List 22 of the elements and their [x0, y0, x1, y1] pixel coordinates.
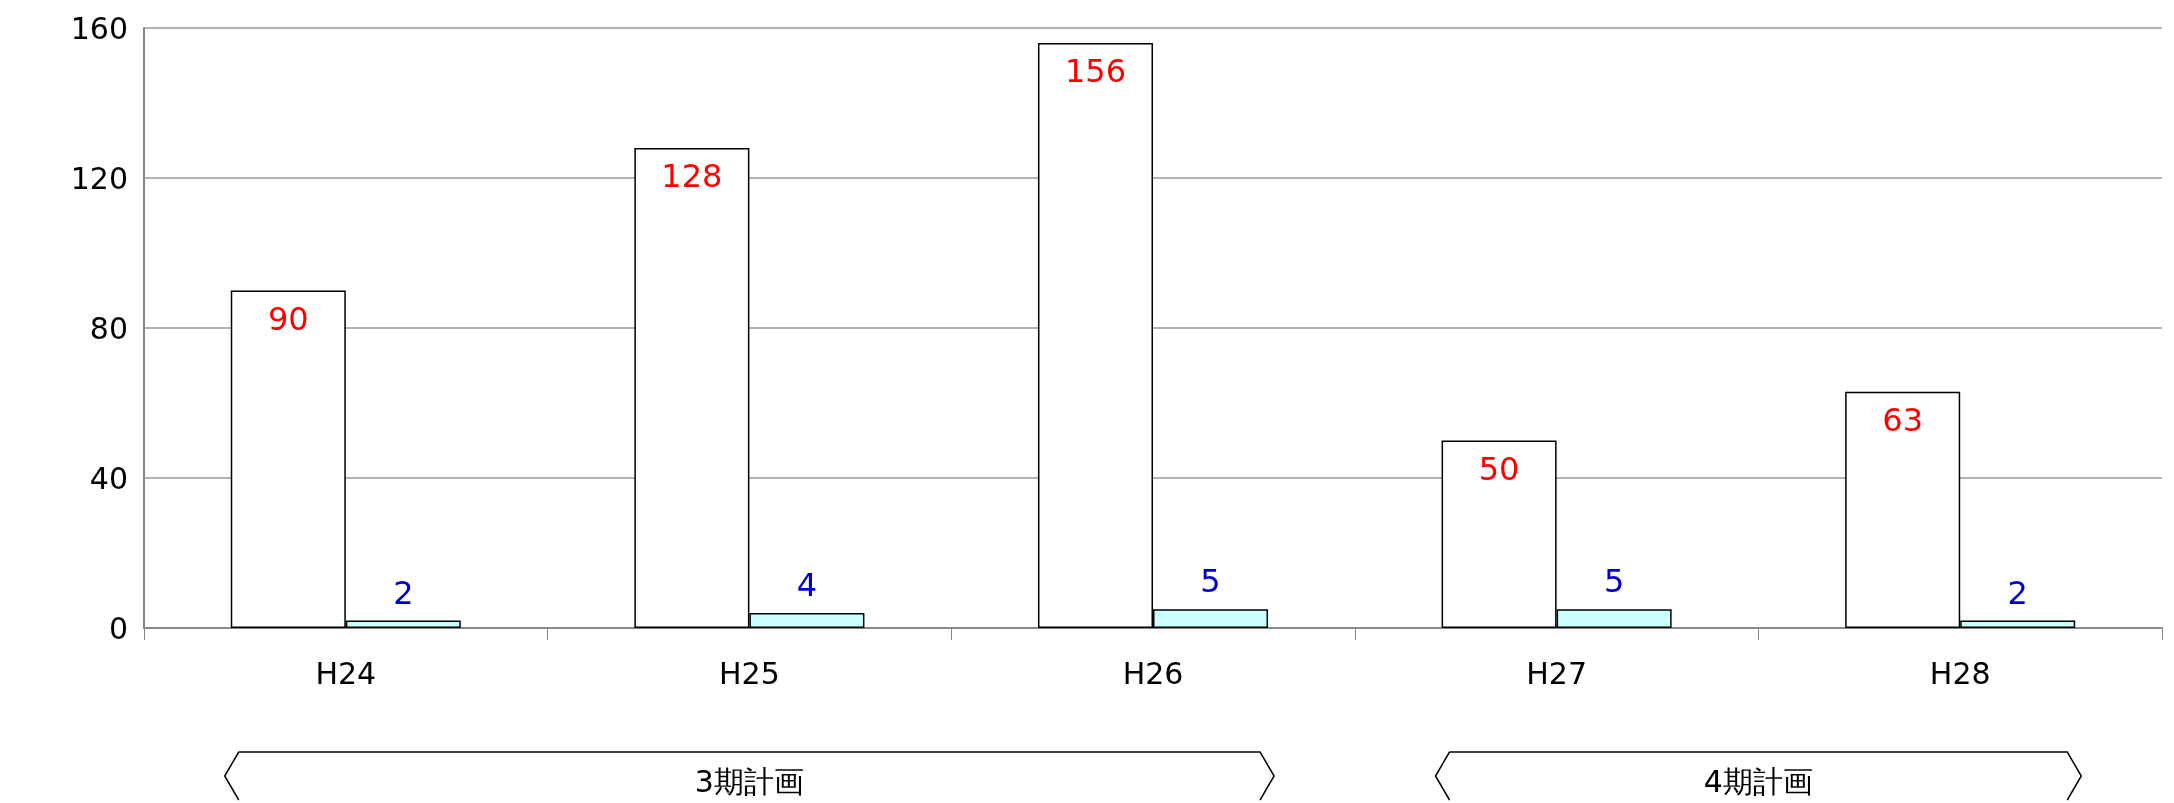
x-tick-label: H26	[1122, 655, 1184, 691]
text: 4期計画	[1703, 763, 1813, 801]
data-label: 5	[1200, 562, 1221, 601]
x-tick-label: H27	[1526, 655, 1587, 691]
data-label: 128	[661, 157, 723, 195]
x-tick-label: H25	[719, 655, 780, 691]
y-tick-label: 120	[70, 160, 128, 196]
x-tick-label: H24	[315, 655, 377, 691]
data-label: 2	[393, 573, 414, 612]
data-label: 2	[2007, 573, 2028, 612]
y-tick-label: 40	[89, 460, 128, 496]
data-label: 63	[1882, 400, 1924, 439]
y-tick-label: 0	[108, 610, 128, 646]
y-tick-label: 80	[89, 310, 128, 346]
text: 3期計画	[694, 763, 804, 801]
data-label: 90	[267, 299, 309, 338]
y-tick-label: 160	[70, 10, 128, 46]
x-tick-label: H28	[1929, 655, 1991, 691]
data-label: 4	[796, 566, 818, 604]
data-label: 156	[1064, 52, 1127, 90]
data-label: 50	[1478, 449, 1520, 488]
data-label: 5	[1603, 562, 1625, 601]
